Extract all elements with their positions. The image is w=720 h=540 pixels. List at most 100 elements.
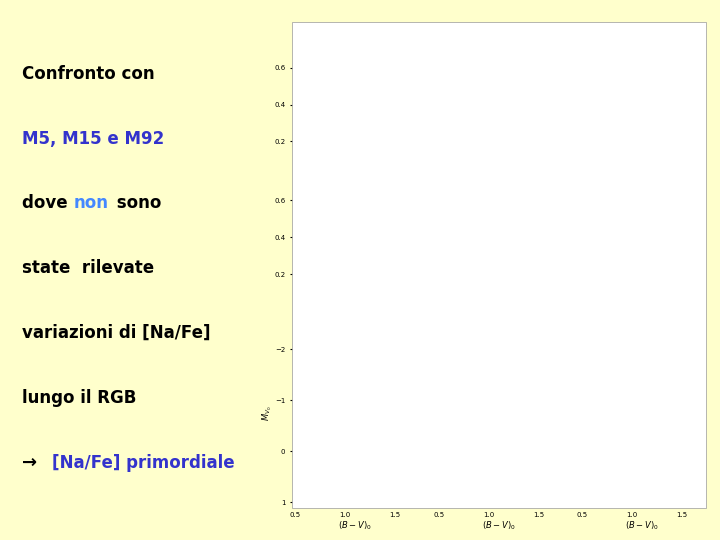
Point (468, 405, 480, 414)
Bar (303, 164, 324, 178)
Point (339, 348, 351, 356)
Text: state  rilevate: state rilevate (22, 259, 154, 277)
Bar (532, 169, 553, 178)
Point (331, 394, 343, 402)
Bar (367, 143, 388, 178)
Bar (490, 119, 510, 178)
Point (344, 341, 356, 350)
Point (331, 353, 343, 361)
Text: lungo il RGB: lungo il RGB (22, 389, 136, 407)
Point (344, 338, 356, 346)
Point (321, 409, 333, 417)
Point (483, 355, 495, 364)
Point (334, 348, 346, 356)
X-axis label: [Na/Fe]: [Na/Fe] (627, 328, 657, 337)
Bar (510, 143, 531, 178)
Point (331, 360, 343, 368)
Point (328, 358, 339, 367)
X-axis label: $(B-V)_0$: $(B-V)_0$ (338, 519, 372, 532)
Text: logg≤1.02, 16 stars: logg≤1.02, 16 stars (299, 62, 364, 68)
Point (458, 419, 469, 428)
Point (475, 394, 487, 402)
Point (618, 335, 630, 343)
Text: M15: M15 (444, 329, 464, 339)
Point (618, 388, 630, 397)
Point (468, 402, 480, 411)
Point (458, 416, 469, 425)
Text: logg>1.02, 17 stars: logg>1.02, 17 stars (442, 195, 508, 201)
Point (349, 335, 361, 343)
Point (608, 405, 620, 414)
Point (453, 437, 464, 445)
Point (324, 363, 336, 372)
Bar (346, 228, 366, 311)
Point (328, 366, 339, 374)
Text: sono: sono (111, 194, 161, 212)
Point (334, 388, 346, 397)
Text: [Na/Fe] primordiale: [Na/Fe] primordiale (52, 454, 235, 471)
Bar (654, 281, 675, 311)
Point (357, 331, 369, 340)
Point (614, 402, 626, 411)
Text: M 15: M 15 (485, 32, 513, 42)
Point (463, 422, 474, 431)
Text: Confronto con: Confronto con (22, 65, 154, 83)
Point (488, 350, 500, 359)
Bar (468, 255, 489, 311)
Text: M5: M5 (300, 329, 314, 339)
Bar (468, 130, 489, 178)
Point (336, 354, 347, 363)
Point (598, 358, 610, 367)
Text: →: → (22, 454, 43, 471)
Text: dove: dove (22, 194, 73, 212)
X-axis label: [Na/Fe]: [Na/Fe] (483, 328, 514, 337)
Text: M92: M92 (587, 329, 607, 339)
Text: M 92: M 92 (628, 32, 657, 42)
Point (459, 428, 470, 436)
Text: logg≤1.02, 9 stars: logg≤1.02, 9 stars (442, 62, 504, 68)
Text: logg>1.02, 18 stars: logg>1.02, 18 stars (299, 195, 365, 201)
Point (605, 411, 616, 420)
Point (508, 335, 519, 343)
Point (601, 353, 613, 361)
X-axis label: [Na/Fe]: [Na/Fe] (340, 328, 370, 337)
Point (601, 422, 613, 430)
Point (601, 417, 613, 426)
Point (605, 349, 616, 358)
Bar (633, 86, 654, 178)
Bar (490, 246, 510, 311)
Point (621, 383, 633, 392)
Bar (590, 151, 611, 178)
Point (611, 345, 623, 354)
Point (341, 340, 352, 349)
Bar (510, 302, 531, 311)
Point (510, 333, 522, 341)
Point (492, 348, 504, 356)
Point (503, 338, 514, 346)
Bar (325, 284, 346, 311)
Point (488, 353, 500, 361)
Point (354, 333, 365, 341)
Bar (612, 284, 633, 311)
Text: non: non (73, 194, 109, 212)
Bar (612, 151, 633, 178)
Bar (654, 129, 675, 178)
Point (324, 406, 336, 415)
Point (498, 342, 509, 351)
Point (463, 409, 474, 417)
Point (463, 411, 474, 420)
X-axis label: $(B-V)_0$: $(B-V)_0$ (482, 519, 516, 532)
Text: logg>1.02, 21 stars: logg>1.02, 21 stars (586, 195, 652, 201)
Point (614, 340, 626, 349)
Point (606, 414, 618, 422)
Point (328, 399, 339, 407)
Bar (367, 296, 388, 311)
Point (337, 342, 348, 351)
Point (611, 407, 623, 416)
Point (471, 399, 482, 407)
Point (321, 368, 333, 377)
Bar (389, 169, 409, 178)
Point (324, 404, 336, 413)
Point (478, 387, 490, 395)
X-axis label: $(B-V)_0$: $(B-V)_0$ (626, 519, 659, 532)
